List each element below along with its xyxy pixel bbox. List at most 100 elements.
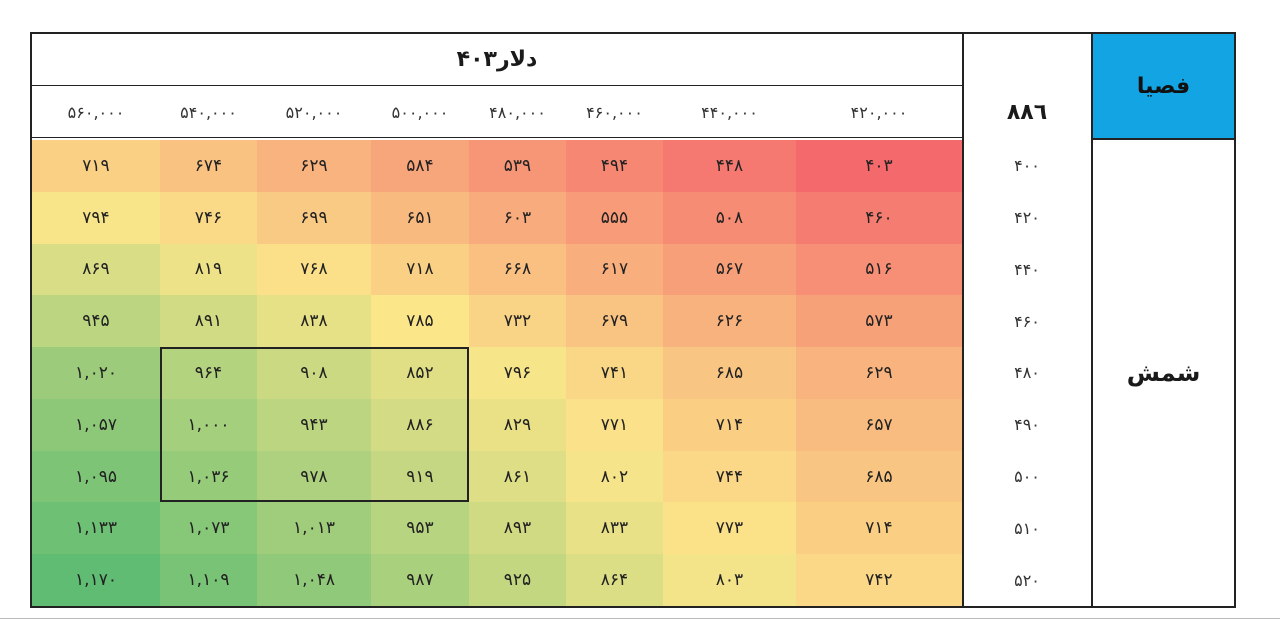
heatmap-grid: ۷۱۹ ۶۷۴ ۶۲۹ ۵۸۴ ۵۳۹ ۴۹۴ ۴۴۸ ۴۰۳ ۷۹۴ ۷۴۶ ۶۹۹ ۶۵۱ ۶۰۳ ۵… <box>32 140 962 606</box>
heatmap-cell: ۹۴۵ <box>32 295 160 348</box>
heatmap-cell: ۶۵۷ <box>796 398 962 451</box>
heatmap-cell: ۱,۱۰۹ <box>160 554 257 606</box>
heatmap-cell: ۵۰۸ <box>663 191 796 244</box>
heatmap-cell: ۶۷۴ <box>160 140 257 192</box>
heatmap-cell: ۱,۰۷۳ <box>160 502 257 555</box>
heatmap-cell: ۸۳۸ <box>257 295 371 348</box>
heatmap-cell: ۷۱۹ <box>32 140 160 192</box>
heatmap-cell: ۶۲۹ <box>796 347 962 399</box>
heatmap-cell: ۹۴۳ <box>257 398 371 451</box>
heatmap-cell: ۵۱۶ <box>796 243 962 296</box>
heatmap-cell: ۶۱۷ <box>566 243 663 296</box>
heatmap-cell: ۶۷۹ <box>566 295 663 348</box>
sensitivity-table: ۴۰۳دلار ۵۶۰,۰۰۰ ۵۴۰,۰۰۰ ۵۲۰,۰۰۰ ۵۰۰,۰۰۰ ۴۸۰,… <box>30 32 1236 608</box>
heatmap-cell: ۴۰۳ <box>796 140 962 192</box>
heatmap-cell: ۸۲۹ <box>469 398 566 451</box>
heatmap-cell: ۷۴۱ <box>566 347 663 399</box>
heatmap-cell: ۴۹۴ <box>566 140 663 192</box>
column-header: ۴۲۰,۰۰۰ <box>850 102 908 122</box>
heatmap-cell: ۷۸۵ <box>371 295 469 348</box>
heatmap-cell: ۷۹۴ <box>32 191 160 244</box>
heatmap-cell: ۱,۰۱۳ <box>257 502 371 555</box>
heatmap-cell: ۵۷۳ <box>796 295 962 348</box>
heatmap-cell: ۶۲۹ <box>257 140 371 192</box>
row-header: ۴۶۰ <box>1014 311 1040 331</box>
heatmap-cell: ۷۶۸ <box>257 243 371 296</box>
row-variable-label: فصیا <box>1093 34 1234 138</box>
heatmap-cell: ۸۸۶ <box>371 398 469 451</box>
heatmap-cell: ۹۵۳ <box>371 502 469 555</box>
heatmap-cell: ۱,۰۹۵ <box>32 450 160 503</box>
column-header-row: ۵۶۰,۰۰۰ ۵۴۰,۰۰۰ ۵۲۰,۰۰۰ ۵۰۰,۰۰۰ ۴۸۰,۰۰۰ ۴۶۰,۰… <box>32 86 962 138</box>
row-header-column: ۴۰۰ ۴۲۰ ۴۴۰ ۴۶۰ ۴۸۰ ۴۹۰ ۵۰۰ ۵۱۰ ۵۲۰ <box>963 140 1091 606</box>
heatmap-cell: ۹۷۸ <box>257 450 371 503</box>
column-header: ۴۸۰,۰۰۰ <box>489 102 546 122</box>
heatmap-cell: ۱,۰۳۶ <box>160 450 257 503</box>
row-header: ۴۹۰ <box>1014 415 1040 435</box>
heatmap-cell: ۷۷۳ <box>663 502 796 555</box>
row-header: ۵۰۰ <box>1014 467 1040 487</box>
heatmap-cell: ۸۵۲ <box>371 347 469 399</box>
heatmap-cell: ۵۳۹ <box>469 140 566 192</box>
heatmap-cell: ۹۶۴ <box>160 347 257 399</box>
heatmap-cell: ۹۱۹ <box>371 450 469 503</box>
divider <box>1091 138 1234 140</box>
column-header: ۵۰۰,۰۰۰ <box>391 102 449 122</box>
column-header: ۵۶۰,۰۰۰ <box>67 102 125 122</box>
heatmap-cell: ۹۸۷ <box>371 554 469 606</box>
heatmap-cell: ۶۶۸ <box>469 243 566 296</box>
heatmap-cell: ۶۲۶ <box>663 295 796 348</box>
row-header: ۵۱۰ <box>1014 518 1040 538</box>
heatmap-cell: ۸۰۲ <box>566 450 663 503</box>
row-header: ۴۲۰ <box>1014 208 1040 228</box>
heatmap-cell: ۷۱۸ <box>371 243 469 296</box>
heatmap-cell: ۱,۰۲۰ <box>32 347 160 399</box>
heatmap-cell: ۸۳۳ <box>566 502 663 555</box>
heatmap-cell: ۷۴۶ <box>160 191 257 244</box>
column-variable-label: شمش <box>1126 359 1201 387</box>
heatmap-cell: ۱,۰۵۷ <box>32 398 160 451</box>
heatmap-cell: ۶۸۵ <box>796 450 962 503</box>
column-header: ۵۴۰,۰۰۰ <box>180 102 237 122</box>
corner-value: ۸۸٦ <box>1006 99 1048 125</box>
heatmap-cell: ۹۲۵ <box>469 554 566 606</box>
divider <box>962 34 964 606</box>
heatmap-cell: ۱,۰۴۸ <box>257 554 371 606</box>
heatmap-cell: ۷۷۱ <box>566 398 663 451</box>
heatmap-cell: ۷۱۴ <box>663 398 796 451</box>
heatmap-cell: ۷۴۲ <box>796 554 962 606</box>
divider <box>1091 34 1093 606</box>
heatmap-cell: ۸۹۱ <box>160 295 257 348</box>
column-header: ۵۲۰,۰۰۰ <box>285 102 343 122</box>
row-header: ۴۴۰ <box>1014 259 1040 279</box>
heatmap-cell: ۶۵۱ <box>371 191 469 244</box>
heatmap-cell: ۶۸۵ <box>663 347 796 399</box>
heatmap-cell: ۸۶۹ <box>32 243 160 296</box>
heatmap-cell: ۹۰۸ <box>257 347 371 399</box>
heatmap-cell: ۷۴۴ <box>663 450 796 503</box>
heatmap-cell: ۸۰۳ <box>663 554 796 606</box>
heatmap-cell: ۸۶۱ <box>469 450 566 503</box>
heatmap-cell: ۸۶۴ <box>566 554 663 606</box>
page-rule <box>0 618 1280 619</box>
heatmap-cell: ۱,۱۷۰ <box>32 554 160 606</box>
heatmap-cell: ۴۴۸ <box>663 140 796 192</box>
top-header: ۴۰۳دلار <box>32 34 962 86</box>
row-header: ۵۲۰ <box>1014 570 1040 590</box>
heatmap-cell: ۱,۰۰۰ <box>160 398 257 451</box>
heatmap-cell: ۷۳۲ <box>469 295 566 348</box>
highlight-box <box>160 347 469 503</box>
heatmap-cell: ۶۰۳ <box>469 191 566 244</box>
heatmap-cell: ۵۵۵ <box>566 191 663 244</box>
column-header: ۴۴۰,۰۰۰ <box>701 102 758 122</box>
row-header: ۴۸۰ <box>1014 363 1040 383</box>
heatmap-cell: ۵۸۴ <box>371 140 469 192</box>
column-header: ۴۶۰,۰۰۰ <box>586 102 643 122</box>
heatmap-cell: ۸۹۳ <box>469 502 566 555</box>
heatmap-cell: ۵۶۷ <box>663 243 796 296</box>
heatmap-cell: ۶۹۹ <box>257 191 371 244</box>
heatmap-cell: ۱,۱۳۳ <box>32 502 160 555</box>
heatmap-cell: ۷۱۴ <box>796 502 962 555</box>
row-header: ۴۰۰ <box>1014 156 1040 176</box>
heatmap-cell: ۴۶۰ <box>796 191 962 244</box>
